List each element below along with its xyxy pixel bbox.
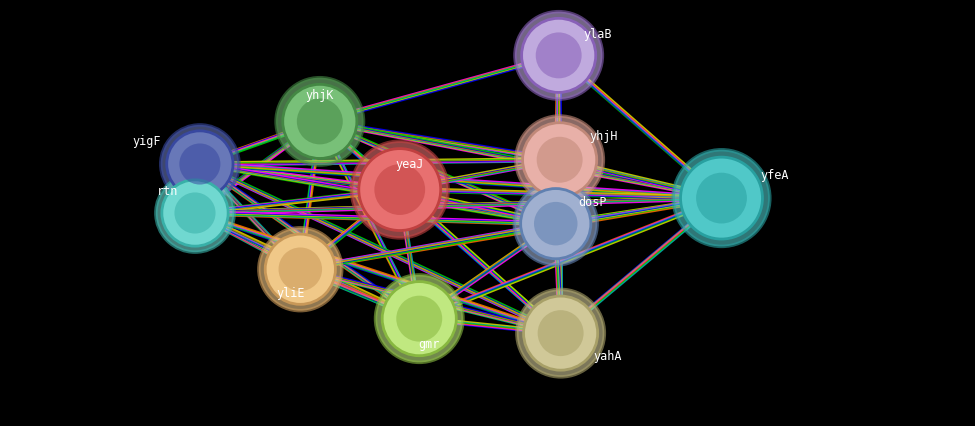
Ellipse shape — [522, 18, 596, 92]
Ellipse shape — [521, 189, 591, 259]
Ellipse shape — [156, 174, 234, 252]
Text: yhjH: yhjH — [589, 130, 618, 143]
Ellipse shape — [175, 193, 215, 233]
Ellipse shape — [161, 125, 239, 203]
Ellipse shape — [537, 310, 584, 356]
Ellipse shape — [167, 131, 233, 197]
Ellipse shape — [279, 248, 322, 291]
Ellipse shape — [515, 182, 597, 265]
Ellipse shape — [535, 32, 582, 78]
Text: yhjK: yhjK — [305, 89, 334, 102]
Text: yahA: yahA — [593, 350, 622, 363]
Ellipse shape — [359, 149, 441, 230]
Ellipse shape — [162, 180, 228, 246]
Ellipse shape — [375, 275, 463, 363]
Ellipse shape — [523, 123, 597, 197]
Ellipse shape — [351, 141, 448, 238]
Ellipse shape — [179, 144, 220, 184]
Ellipse shape — [536, 137, 583, 183]
Ellipse shape — [534, 202, 577, 245]
Text: yigF: yigF — [132, 135, 161, 148]
Ellipse shape — [524, 296, 598, 370]
Ellipse shape — [382, 282, 456, 356]
Text: ylaB: ylaB — [583, 29, 612, 41]
Ellipse shape — [681, 157, 762, 239]
Ellipse shape — [396, 296, 443, 342]
Ellipse shape — [673, 150, 770, 246]
Ellipse shape — [265, 234, 335, 304]
Ellipse shape — [696, 173, 747, 224]
Text: dosP: dosP — [578, 196, 607, 209]
Ellipse shape — [517, 289, 604, 377]
Text: yeaJ: yeaJ — [395, 158, 424, 171]
Ellipse shape — [296, 98, 343, 144]
Ellipse shape — [374, 164, 425, 215]
Ellipse shape — [515, 12, 603, 99]
Text: yliE: yliE — [276, 287, 305, 299]
Text: yfeA: yfeA — [760, 170, 790, 182]
Ellipse shape — [259, 228, 341, 311]
Text: gmr: gmr — [418, 338, 440, 351]
Ellipse shape — [283, 84, 357, 158]
Ellipse shape — [516, 116, 604, 204]
Ellipse shape — [276, 78, 364, 165]
Text: rtn: rtn — [157, 185, 178, 198]
